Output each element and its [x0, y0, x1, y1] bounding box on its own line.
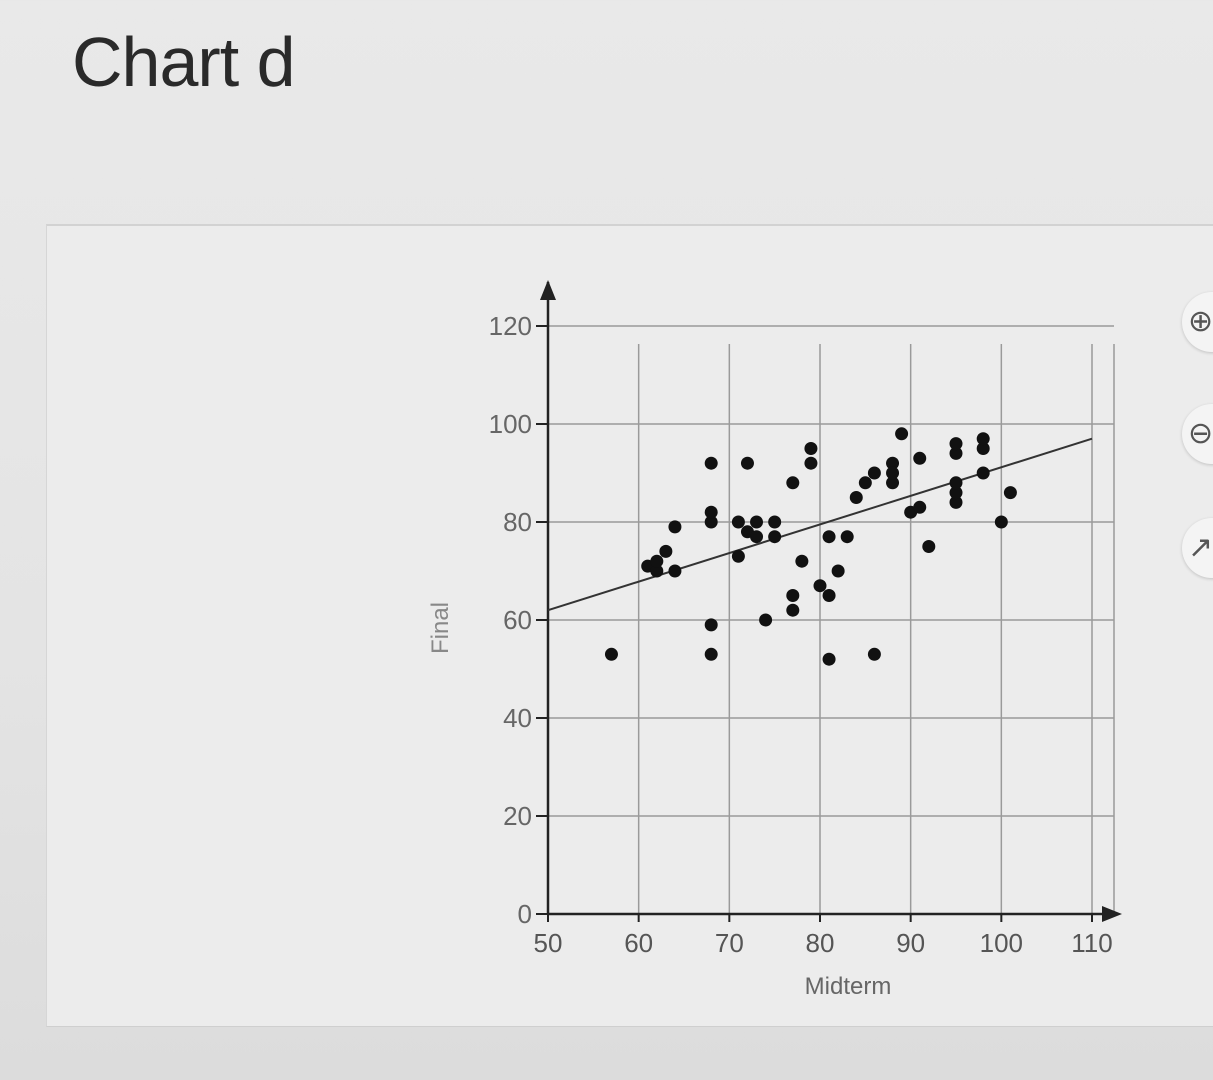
data-point	[795, 554, 809, 568]
data-point	[650, 554, 664, 568]
data-point	[822, 589, 836, 602]
x-tick-label: 100	[980, 928, 1023, 958]
y-tick-label: 120	[489, 311, 532, 341]
data-point	[831, 564, 845, 578]
data-point	[704, 505, 718, 519]
x-tick-label: 50	[534, 928, 563, 958]
data-point	[786, 589, 800, 602]
data-points	[604, 427, 1017, 666]
data-point	[949, 486, 963, 500]
grid	[547, 325, 1115, 914]
data-point	[1003, 486, 1017, 500]
data-point	[786, 603, 800, 617]
x-tick-label: 60	[624, 928, 653, 958]
data-point	[704, 647, 718, 661]
y-tick-label: 20	[503, 801, 532, 831]
data-point	[976, 442, 990, 455]
data-point	[668, 564, 682, 578]
data-point	[704, 515, 718, 529]
y-tick-label: 60	[503, 605, 532, 635]
data-point	[976, 466, 990, 480]
data-point	[604, 647, 618, 661]
data-point	[750, 530, 764, 544]
data-point	[731, 515, 745, 529]
data-point	[740, 456, 754, 470]
data-point	[731, 549, 745, 563]
data-point	[949, 476, 963, 490]
data-point	[650, 564, 664, 578]
data-point	[659, 544, 673, 558]
y-axis-label: Final	[427, 602, 454, 654]
data-point	[949, 446, 963, 460]
chart-panel	[46, 224, 1213, 1027]
y-tick-label: 80	[503, 507, 532, 537]
data-point	[768, 515, 782, 529]
x-axis-label: Midterm	[805, 973, 892, 1000]
y-tick-label: 0	[518, 899, 532, 929]
regression-line	[547, 437, 1093, 612]
data-point	[804, 456, 818, 470]
y-tick-label: 100	[489, 409, 532, 439]
magnifier-plus-icon: ⊕	[1188, 304, 1213, 339]
data-point	[768, 530, 782, 544]
data-point	[822, 652, 836, 666]
data-point	[886, 466, 900, 480]
data-point	[858, 476, 872, 490]
data-point	[668, 520, 682, 534]
data-point	[922, 540, 936, 553]
magnifier-minus-icon: ⊖	[1188, 416, 1213, 451]
data-point	[976, 432, 990, 446]
y-tick-label: 40	[503, 703, 532, 733]
data-point	[949, 495, 963, 509]
data-point	[895, 427, 909, 441]
data-point	[822, 530, 836, 544]
data-point	[759, 613, 773, 627]
data-point	[840, 530, 854, 544]
data-point	[849, 491, 863, 504]
data-point	[886, 456, 900, 470]
data-point	[867, 466, 881, 480]
x-tick-label: 90	[896, 928, 925, 958]
data-point	[704, 456, 718, 470]
data-point	[913, 451, 927, 465]
x-axis-arrow	[1102, 906, 1122, 922]
x-tick-label: 80	[806, 928, 835, 958]
data-point	[886, 476, 900, 490]
data-point	[813, 579, 827, 593]
data-point	[913, 500, 927, 514]
data-point	[867, 647, 881, 661]
y-axis-arrow	[540, 280, 556, 300]
data-point	[994, 515, 1008, 529]
data-point	[786, 476, 800, 490]
external-link-icon: ↗	[1188, 530, 1213, 565]
data-point	[750, 515, 764, 529]
x-tick-label: 70	[715, 928, 744, 958]
data-point	[704, 618, 718, 632]
x-tick-label: 110	[1071, 928, 1112, 958]
page-title: Chart d	[72, 23, 296, 101]
data-point	[949, 437, 963, 451]
data-point	[804, 442, 818, 455]
